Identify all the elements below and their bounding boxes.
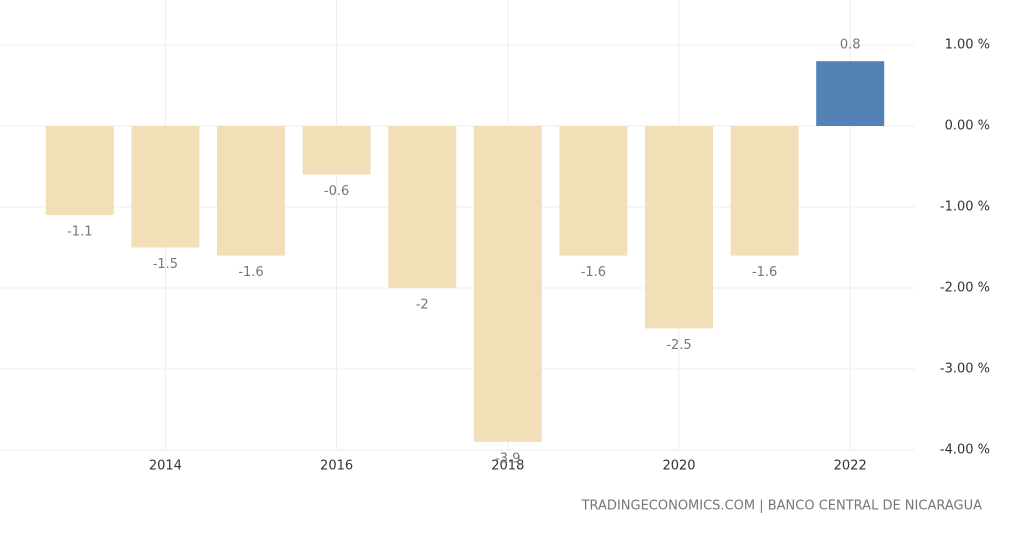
value-label: -1.6 [581,265,606,280]
bar [645,126,713,329]
bar [45,126,114,216]
x-tick-label: 2022 [834,459,867,474]
bar [730,126,799,256]
bar [473,126,542,442]
value-label: -1.5 [153,257,178,272]
y-tick-label: -2.00 % [940,281,990,296]
x-tick-label: 2016 [320,459,353,474]
x-tick-label: 2018 [491,459,524,474]
value-label: -1.6 [752,265,777,280]
bar [388,126,457,288]
y-tick-label: -3.00 % [940,362,990,377]
y-tick-label: -4.00 % [940,443,990,458]
value-label: -1.1 [67,225,92,240]
value-label: -0.6 [324,184,349,199]
value-label: -3.9 [495,451,520,466]
y-tick-label: 1.00 % [945,38,990,53]
y-tick-label: -1.00 % [940,200,990,215]
value-label: -2 [416,298,429,313]
value-label: -1.6 [238,265,263,280]
bar [559,126,628,256]
bar [217,126,285,256]
bar [816,61,885,127]
bar [131,126,200,248]
value-label: -2.5 [666,338,691,353]
y-tick-label: 0.00 % [945,119,990,134]
x-tick-label: 2020 [662,459,695,474]
bar [302,126,371,175]
value-label: 0.8 [840,38,861,53]
source: TRADINGECONOMICS.COM | BANCO CENTRAL DE … [581,499,982,514]
x-tick-label: 2014 [149,459,182,474]
